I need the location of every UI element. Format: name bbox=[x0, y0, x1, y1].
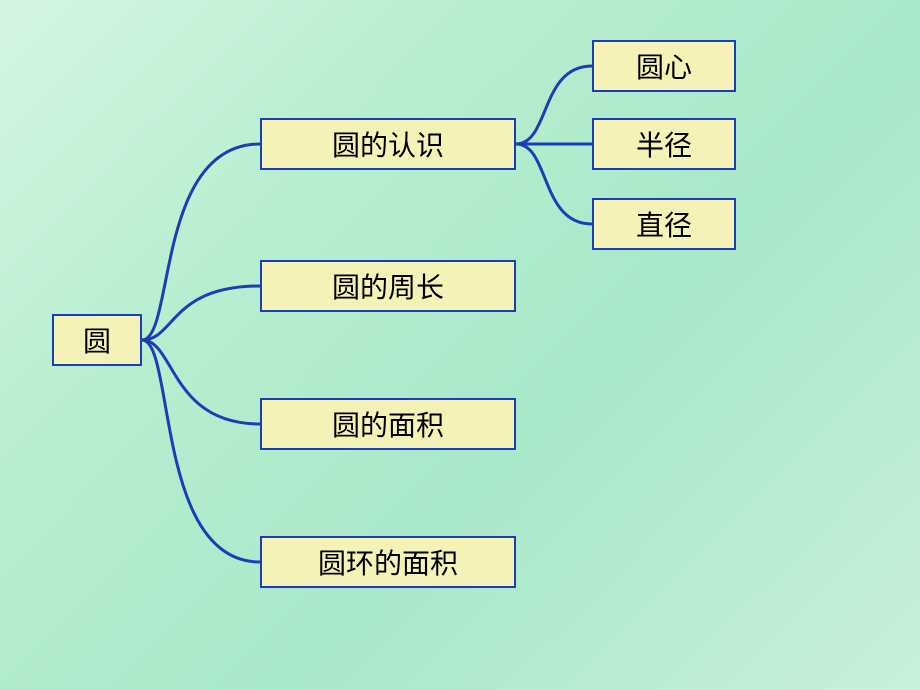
connector-recognition-to-level2 bbox=[0, 0, 920, 690]
